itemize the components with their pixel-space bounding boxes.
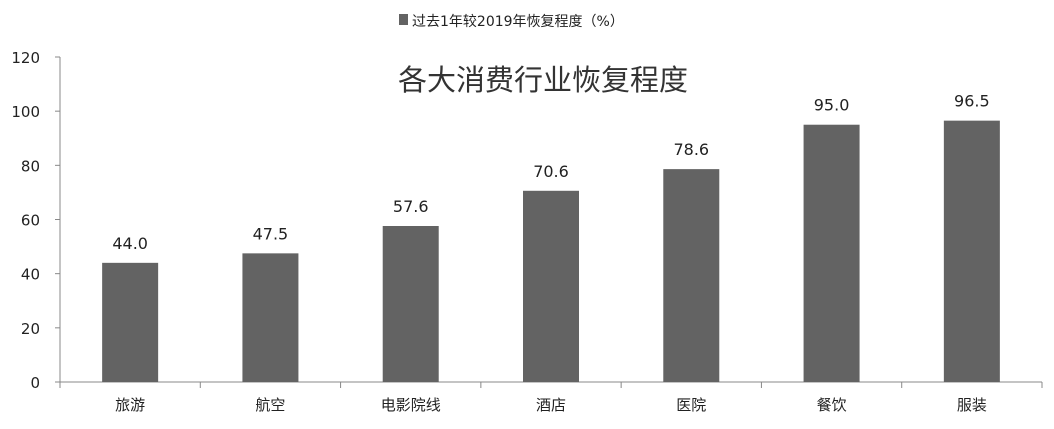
bar [523, 190, 579, 382]
y-axis-ticks: 0 20 40 60 80 100 120 [11, 49, 60, 392]
bar-series [102, 120, 1000, 382]
category-label: 餐饮 [817, 396, 847, 414]
category-label: 航空 [255, 396, 285, 414]
x-axis-ticks [59, 382, 1043, 388]
bar [943, 120, 1000, 382]
data-labels: 44.0 47.5 57.6 70.6 78.6 95.0 96.5 [112, 92, 989, 253]
y-tick-label: 80 [21, 157, 40, 175]
category-label: 电影院线 [381, 396, 441, 414]
data-label: 78.6 [673, 140, 709, 159]
y-tick-label: 0 [30, 374, 40, 392]
bar [242, 253, 299, 382]
x-axis-labels: 旅游 航空 电影院线 酒店 医院 餐饮 服装 [115, 396, 987, 414]
category-label: 旅游 [115, 396, 145, 414]
bar [102, 262, 159, 382]
y-tick-label: 60 [21, 212, 40, 230]
category-label: 医院 [676, 396, 706, 414]
data-label: 70.6 [533, 162, 569, 181]
data-label: 47.5 [253, 224, 289, 243]
data-label: 96.5 [954, 92, 990, 111]
legend-label: 过去1年较2019年恢复程度（%） [412, 13, 624, 30]
y-tick-label: 100 [11, 103, 40, 121]
bar [663, 169, 720, 382]
y-tick-label: 20 [21, 320, 40, 338]
legend-swatch [399, 14, 408, 25]
category-label: 服装 [957, 396, 987, 414]
category-label: 酒店 [536, 396, 566, 414]
legend: 过去1年较2019年恢复程度（%） [399, 13, 624, 30]
bar [803, 124, 860, 382]
chart-title: 各大消费行业恢复程度 [398, 63, 688, 97]
bar [382, 226, 439, 382]
data-label: 57.6 [393, 197, 429, 216]
y-tick-label: 40 [21, 266, 40, 284]
data-label: 95.0 [814, 96, 850, 115]
y-tick-label: 120 [11, 49, 40, 67]
data-label: 44.0 [112, 234, 148, 253]
